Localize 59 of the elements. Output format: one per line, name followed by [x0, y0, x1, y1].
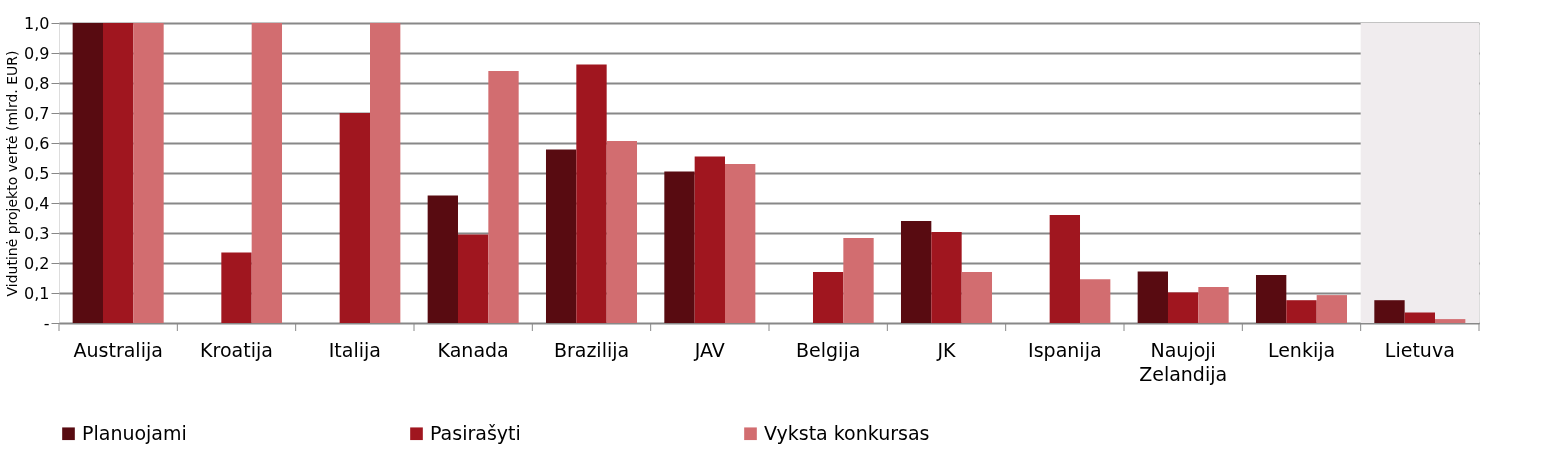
x-tick-label: JK	[936, 338, 957, 361]
bar	[843, 238, 874, 323]
bar	[664, 171, 695, 323]
y-tick-label: 0,9	[24, 43, 50, 63]
bar	[694, 156, 725, 323]
bar	[725, 164, 756, 323]
y-tick-label: 0,6	[24, 133, 50, 153]
bar	[813, 272, 844, 323]
y-tick-label: -	[43, 313, 50, 333]
bar	[427, 195, 458, 323]
x-tick-label: Naujoji Zelandija	[1139, 338, 1228, 385]
bar	[931, 232, 962, 323]
x-tick-label: Kroatija	[200, 338, 273, 361]
x-tick-label: Belgija	[796, 338, 861, 361]
x-tick-label: Kanada	[437, 338, 509, 361]
x-tick-label: Lenkija	[1267, 338, 1336, 361]
y-tick-label: 0,8	[24, 73, 50, 93]
y-tick-label: 0,3	[24, 223, 50, 243]
x-tick-label: Ispanija	[1028, 338, 1102, 361]
bar	[370, 23, 401, 323]
bar	[221, 252, 252, 323]
bar	[72, 23, 103, 323]
x-tick-label: Lietuva	[1384, 338, 1455, 361]
legend-label: Planuojami	[82, 421, 187, 444]
bar	[1374, 300, 1405, 323]
bar	[1080, 279, 1111, 323]
bar	[458, 234, 489, 323]
bar	[545, 149, 577, 323]
legend-label: Pasirašyti	[430, 421, 521, 444]
bar	[133, 23, 164, 323]
y-tick-label: 0,7	[24, 103, 50, 123]
bar	[1404, 312, 1435, 323]
x-tick-label: Brazilija	[553, 338, 630, 361]
bar	[606, 140, 638, 323]
x-tick-label: Australija	[73, 338, 163, 361]
y-tick-label: 0,4	[24, 193, 50, 213]
bar	[1198, 287, 1229, 323]
bar	[1255, 275, 1287, 323]
bar	[961, 272, 993, 323]
y-tick-label: 0,1	[24, 283, 50, 303]
y-axis-title: Vidutinė projekto vertė (mlrd. EUR)	[4, 50, 21, 297]
y-tick-label: 1,0	[24, 13, 50, 33]
y-tick-label: 0,5	[24, 163, 50, 183]
bar	[1137, 271, 1168, 323]
bar	[1049, 215, 1080, 323]
x-tick-label: Italija	[328, 338, 381, 361]
bar	[576, 64, 607, 323]
bar	[251, 23, 283, 323]
bar	[339, 113, 370, 323]
bar	[1168, 292, 1199, 323]
bar	[103, 23, 134, 323]
x-tick-label: JAV	[693, 338, 725, 361]
bar	[1286, 300, 1317, 323]
bar	[1435, 319, 1466, 323]
bar	[1316, 295, 1348, 323]
bar	[488, 71, 519, 323]
legend-label: Vyksta konkursas	[764, 421, 930, 444]
bar	[900, 221, 932, 323]
y-tick-label: 0,2	[24, 253, 50, 273]
